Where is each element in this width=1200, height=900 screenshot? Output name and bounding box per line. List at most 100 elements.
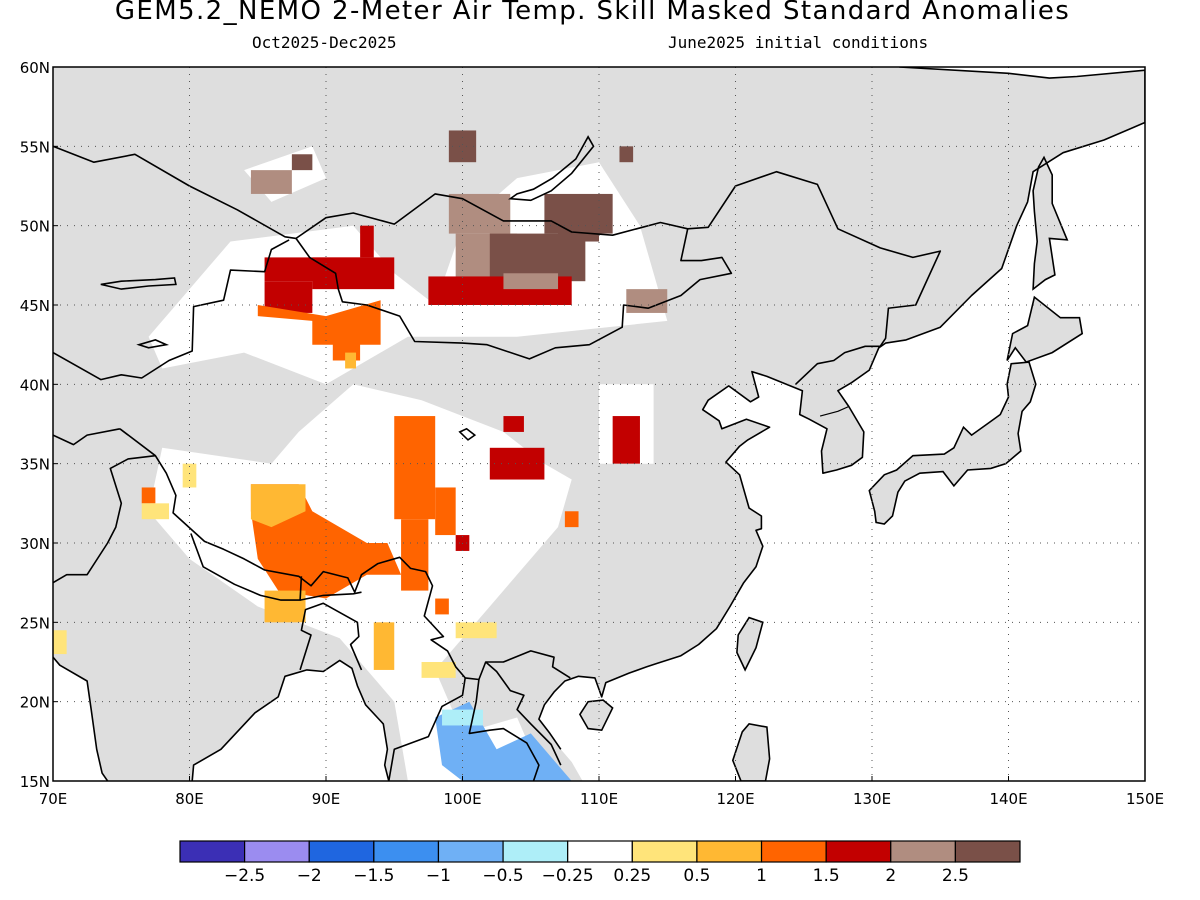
lon-tick-label: 150E bbox=[1126, 790, 1164, 808]
taiwan-coast bbox=[736, 616, 764, 672]
lat-tick-label: 55N bbox=[20, 138, 50, 156]
colorbar: −2.5 −2 −1.5 −1 −0.5 −0.25 0.25 0.5 1 1.5 2 2.5 bbox=[179, 840, 1021, 886]
afghan-border bbox=[53, 428, 121, 446]
anom-kashmir-yellow bbox=[141, 503, 170, 520]
colorbar-swatch bbox=[567, 840, 633, 863]
anom-sichuan-orange bbox=[435, 487, 456, 536]
lat-tick-label: 25N bbox=[20, 614, 50, 632]
colorbar-label: 2 bbox=[885, 866, 896, 886]
colorbar-swatch bbox=[179, 840, 246, 863]
colorbar-label: 0.25 bbox=[613, 866, 651, 886]
colorbar-label: −1.5 bbox=[353, 866, 394, 886]
anom-west-siberia-brown bbox=[291, 154, 313, 171]
lat-tick-label: 40N bbox=[20, 376, 50, 394]
china-south-border bbox=[119, 428, 571, 681]
japan bbox=[869, 362, 1036, 524]
colorbar-label: −2 bbox=[297, 866, 322, 886]
colorbar-label: −0.25 bbox=[542, 866, 594, 886]
hokkaido-coast bbox=[1006, 295, 1084, 364]
anom-tianshan-red-3 bbox=[312, 257, 395, 290]
colorbar-swatch bbox=[825, 840, 892, 863]
taiwan bbox=[736, 617, 763, 670]
colorbar-swatch bbox=[437, 840, 504, 863]
bay-of-bengal-coast bbox=[191, 659, 390, 781]
anom-mongolia-tan bbox=[448, 193, 511, 234]
myanmar-thai-border bbox=[388, 677, 466, 781]
halo-central-asia bbox=[148, 162, 668, 385]
lon-tick-label: 110E bbox=[580, 790, 618, 808]
colorbar-swatch bbox=[954, 840, 1021, 863]
mongolia-china-border bbox=[295, 228, 733, 360]
anom-tibet-amber bbox=[250, 484, 306, 528]
luzon bbox=[732, 723, 770, 781]
longitude-ticks: 70E 80E 90E 100E 110E 120E 130E 140E 150E bbox=[39, 776, 1164, 808]
hainan bbox=[579, 700, 613, 731]
anom-baikal-brown-2 bbox=[619, 146, 634, 163]
luzon-coast bbox=[731, 723, 771, 781]
lat-tick-label: 50N bbox=[20, 218, 50, 236]
lat-tick-label: 30N bbox=[20, 535, 50, 553]
anom-tianshan-red-4 bbox=[360, 225, 374, 258]
anom-gansu-red bbox=[489, 447, 545, 480]
anom-yunnan-orange bbox=[401, 519, 429, 591]
anom-shaanxi-orange bbox=[564, 511, 579, 528]
lat-tick-label: 20N bbox=[20, 694, 50, 712]
lon-tick-label: 70E bbox=[39, 790, 68, 808]
anom-inner-mongolia-tan bbox=[626, 289, 668, 313]
colorbar-label: 2.5 bbox=[942, 866, 969, 886]
colorbar-swatch bbox=[696, 840, 763, 863]
russia-south-border bbox=[53, 145, 942, 347]
korea-china-border bbox=[795, 345, 881, 385]
arabian-sea bbox=[53, 657, 108, 781]
lon-tick-label: 140E bbox=[989, 790, 1027, 808]
anom-yunnan-orange-2 bbox=[435, 598, 449, 615]
lake-balkhash bbox=[100, 277, 177, 290]
lon-tick-label: 80E bbox=[175, 790, 204, 808]
lat-tick-label: 35N bbox=[20, 456, 50, 474]
forecast-period: Oct2025-Dec2025 bbox=[252, 33, 397, 52]
japan-coast bbox=[868, 361, 1037, 525]
lon-tick-label: 100E bbox=[443, 790, 481, 808]
kazakh-kyrgyz-border bbox=[53, 239, 290, 381]
coastlines-borders bbox=[53, 67, 1145, 781]
colorbar-swatch bbox=[373, 840, 440, 863]
bhutan-border bbox=[299, 591, 362, 601]
lat-tick-label: 45N bbox=[20, 297, 50, 315]
halo-tibet bbox=[148, 384, 572, 781]
anom-kashmir-yellow-2 bbox=[182, 463, 197, 488]
colorbar-swatch bbox=[502, 840, 569, 863]
colorbar-swatch bbox=[244, 840, 310, 863]
lon-tick-label: 130E bbox=[853, 790, 891, 808]
anom-mongolia-tan-3 bbox=[503, 273, 559, 290]
lat-tick-label: 15N bbox=[20, 773, 50, 791]
gridlines bbox=[53, 67, 1145, 781]
bangladesh-border bbox=[299, 602, 363, 671]
colorbar-label: 1 bbox=[756, 866, 767, 886]
colorbar-swatch bbox=[890, 840, 956, 863]
anom-kashmir-orange bbox=[141, 487, 156, 504]
qinghai-lake bbox=[458, 427, 477, 441]
anom-west-siberia-tan bbox=[250, 170, 292, 194]
anom-bihar-amber bbox=[264, 590, 306, 623]
issyk-kul bbox=[136, 339, 170, 349]
lat-tick-label: 60N bbox=[20, 59, 50, 77]
colorbar-swatch bbox=[760, 840, 827, 863]
chart-title: GEM5.2_NEMO 2-Meter Air Temp. Skill Mask… bbox=[114, 0, 1071, 26]
hokkaido bbox=[1007, 297, 1083, 363]
laos-thai-border bbox=[468, 679, 540, 781]
india-pakistan-border bbox=[53, 454, 156, 584]
anom-qinghai-orange bbox=[394, 416, 436, 520]
latitude-ticks: 15N 20N 25N 30N 35N 40N 45N 50N 55N 60N bbox=[20, 59, 58, 791]
colorbar-label: −2.5 bbox=[224, 866, 265, 886]
lon-tick-label: 120E bbox=[716, 790, 754, 808]
colorbar-label: 0.5 bbox=[683, 866, 710, 886]
colorbar-swatch bbox=[631, 840, 698, 863]
colorbar-swatch bbox=[308, 840, 375, 863]
korea-dmz bbox=[819, 405, 850, 417]
anom-tianshan-amber bbox=[345, 352, 357, 369]
anom-gujarat-yellow bbox=[53, 630, 67, 655]
laos-vietnam-border bbox=[485, 661, 562, 766]
colorbar-label: −1 bbox=[426, 866, 451, 886]
east-asia-coastline bbox=[538, 67, 1145, 750]
